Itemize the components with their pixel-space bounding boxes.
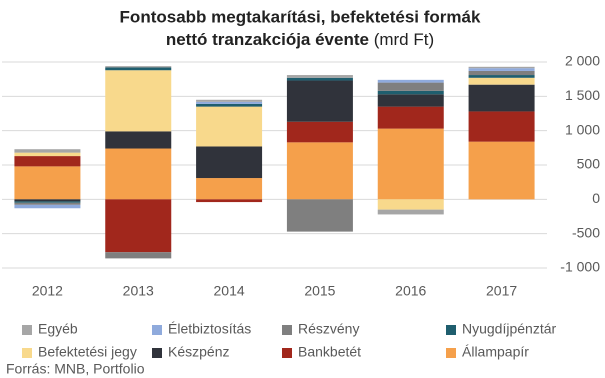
legend-label: Készpénz: [168, 344, 229, 360]
bar-segment: [196, 146, 263, 179]
legend-swatch: [152, 348, 162, 358]
chart-title: nettó tranzakciója évente: [166, 30, 369, 49]
legend-label: Életbiztosítás: [168, 321, 251, 337]
bar-segment: [468, 84, 535, 112]
bar-segment: [14, 201, 81, 203]
bar-segment: [468, 141, 535, 200]
y-tick-label: -1 000: [560, 259, 600, 275]
bar-segment: [468, 77, 535, 85]
legend-swatch: [446, 325, 456, 335]
legend-swatch: [282, 325, 292, 335]
bar-segment: [377, 82, 444, 91]
unit: (mrd Ft): [374, 30, 434, 49]
bar-segment: [468, 75, 535, 78]
bar-segment: [286, 199, 353, 232]
x-tick-label: 2014: [214, 283, 245, 299]
legend-label: Egyéb: [38, 321, 78, 337]
bar-segment: [105, 148, 172, 200]
legend-swatch: [152, 325, 162, 335]
bar-segment: [286, 80, 353, 122]
bar-segment: [377, 79, 444, 83]
x-tick-label: 2012: [32, 283, 63, 299]
bar-segment: [105, 252, 172, 259]
legend-label: Nyugdíjpénztár: [462, 321, 557, 337]
legend-label: Befektetési jegy: [38, 344, 137, 360]
bar-segment: [377, 106, 444, 129]
bar-segment: [14, 156, 81, 167]
legend-swatch: [22, 348, 32, 358]
legend-swatch: [22, 325, 32, 335]
y-tick-label: -500: [572, 224, 600, 240]
bar-segment: [286, 75, 353, 78]
y-tick-label: 1 000: [565, 121, 600, 137]
bar-segment: [14, 204, 81, 209]
bar-segment: [105, 67, 172, 71]
bar-segment: [196, 101, 263, 104]
y-tick-label: 2 000: [565, 53, 600, 69]
bar-segment: [377, 90, 444, 95]
y-tick-label: 500: [577, 156, 601, 172]
x-tick-label: 2017: [486, 283, 517, 299]
x-tick-label: 2016: [395, 283, 426, 299]
bar-segment: [105, 66, 172, 68]
bar-segment: [377, 199, 444, 210]
chart-title: nettó tranzakciója évente (mrd Ft): [166, 30, 434, 49]
bar-segment: [196, 103, 263, 107]
legend-label: Állampapír: [462, 344, 529, 360]
bar-segment: [14, 202, 81, 205]
bar-segment: [286, 142, 353, 200]
legend-swatch: [446, 348, 456, 358]
y-tick-label: 1 500: [565, 87, 600, 103]
x-tick-label: 2015: [304, 283, 335, 299]
bar-segment: [286, 77, 353, 81]
legend-label: Részvény: [298, 321, 359, 337]
bar-segment: [196, 178, 263, 200]
legend-label: Bankbetét: [298, 344, 361, 360]
bar-segment: [286, 121, 353, 143]
bar-segment: [105, 131, 172, 149]
bar-segment: [377, 94, 444, 107]
bar-segment: [468, 66, 535, 69]
bar-segment: [14, 152, 81, 157]
bar-segment: [377, 209, 444, 215]
bar-segment: [196, 99, 263, 102]
bar-segment: [377, 128, 444, 200]
legend-swatch: [282, 348, 292, 358]
y-tick-label: 0: [592, 190, 600, 206]
bar-segment: [468, 111, 535, 142]
bar-segment: [468, 68, 535, 71]
source: Forrás: MNB, Portfolio: [6, 361, 145, 377]
bar-segment: [105, 199, 172, 253]
bar-segment: [14, 149, 81, 153]
bar-segment: [14, 199, 81, 202]
chart-title: Fontosabb megtakarítási, befektetési for…: [120, 7, 481, 26]
bar-segment: [196, 199, 263, 203]
bar-segment: [468, 70, 535, 76]
bar-segment: [105, 70, 172, 132]
bar-segment: [14, 166, 81, 200]
bar-segment: [196, 106, 263, 147]
x-tick-label: 2013: [123, 283, 154, 299]
